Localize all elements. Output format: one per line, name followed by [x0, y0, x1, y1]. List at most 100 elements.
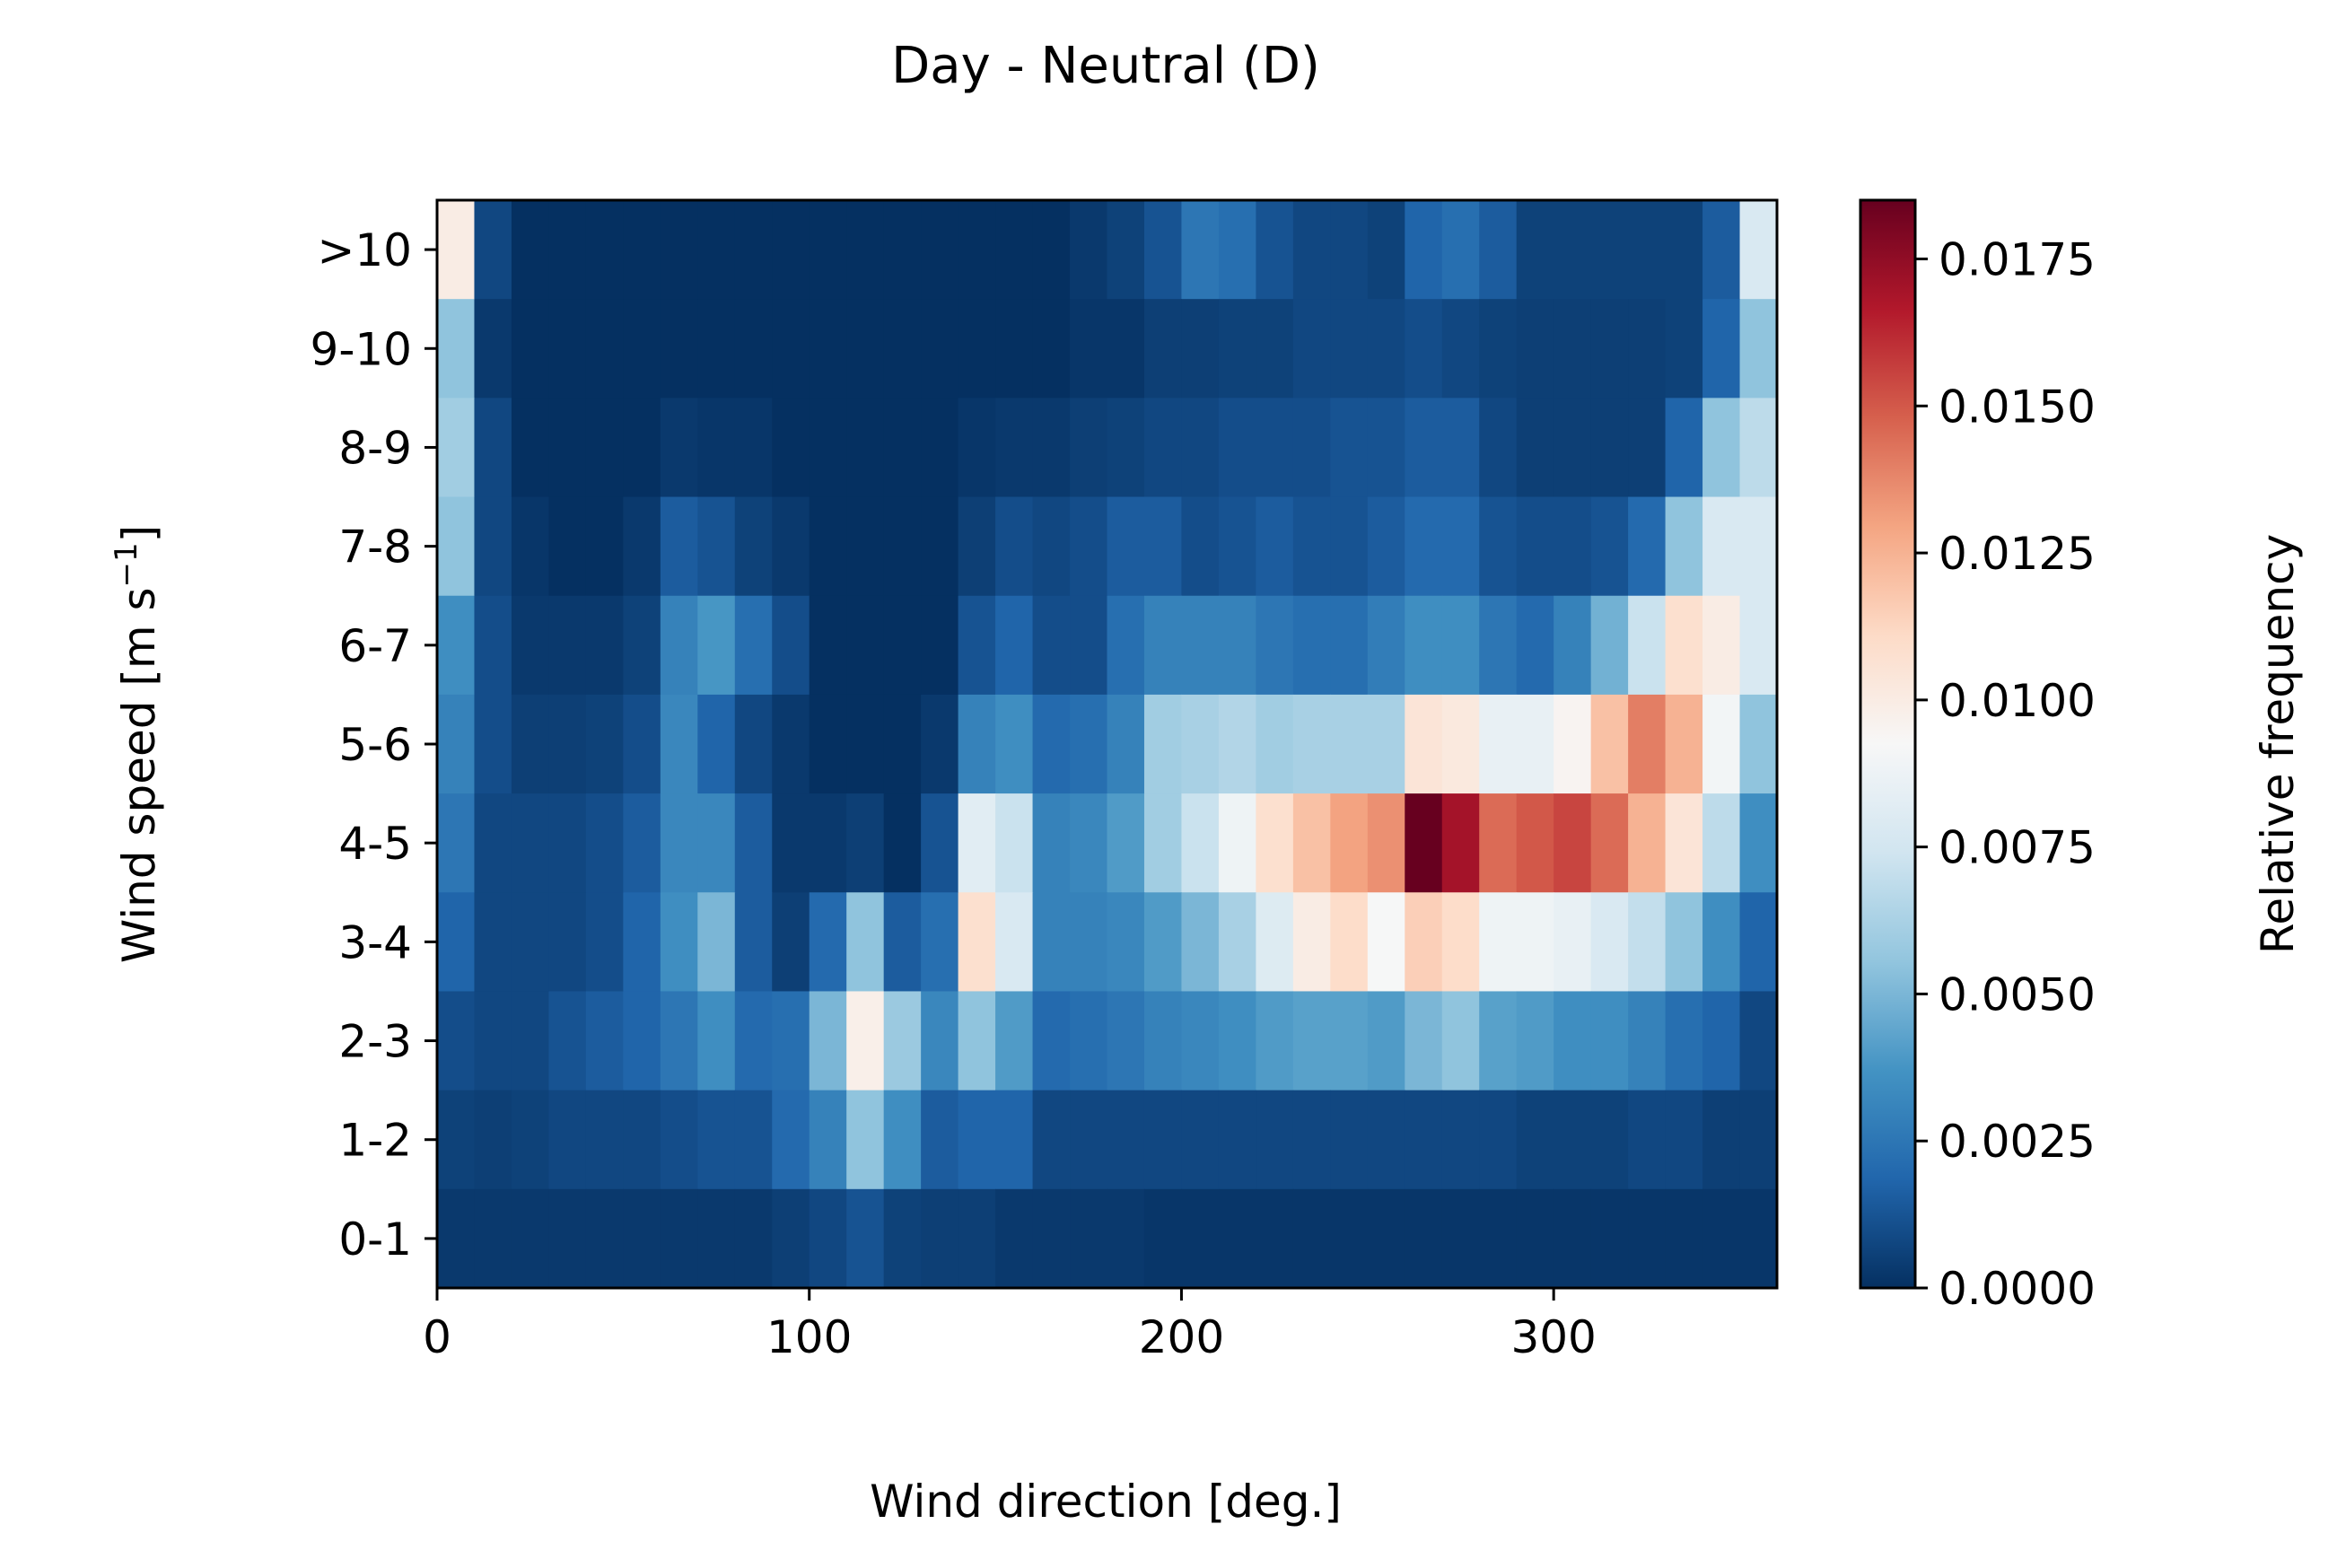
heatmap-cell [734, 299, 773, 399]
heatmap-cell [1181, 991, 1220, 1091]
heatmap-cell [772, 200, 810, 300]
heatmap-cell [585, 892, 624, 993]
heatmap-cell [1590, 1188, 1629, 1289]
heatmap-cell [958, 991, 996, 1091]
heatmap-cell [1405, 1090, 1443, 1190]
y-tick-label: 4-5 [338, 818, 412, 870]
heatmap-cell [995, 595, 1034, 696]
y-tick-label: 2-3 [338, 1016, 412, 1068]
heatmap-cell [1032, 1188, 1071, 1289]
heatmap-cell [1256, 398, 1294, 498]
y-axis-label: Wind speed [m s−1] [109, 525, 165, 963]
heatmap-cell [1405, 496, 1443, 597]
y-tick-label: 1-2 [338, 1115, 412, 1167]
heatmap-cell [1405, 991, 1443, 1091]
heatmap-cell [1143, 892, 1183, 993]
heatmap-cell [1739, 793, 1778, 893]
heatmap-cell [474, 892, 512, 993]
heatmap-cell [437, 793, 476, 893]
x-tick-label: 100 [766, 1311, 852, 1363]
heatmap-cell [1554, 200, 1592, 300]
heatmap-cell [1479, 299, 1518, 399]
heatmap-cell [697, 991, 736, 1091]
heatmap-cell [1628, 694, 1667, 794]
heatmap-cell [1479, 398, 1518, 498]
heatmap-cell [660, 595, 698, 696]
heatmap-cell [1590, 398, 1629, 498]
heatmap-cell [474, 991, 512, 1091]
heatmap-cell [1702, 793, 1741, 893]
heatmap-cell [1143, 793, 1183, 893]
heatmap-cell [734, 496, 773, 597]
x-tick-label: 200 [1139, 1311, 1224, 1363]
heatmap-cell [1554, 991, 1592, 1091]
heatmap-cell [1479, 200, 1518, 300]
heatmap-cell [995, 200, 1034, 300]
heatmap-cell [958, 595, 996, 696]
heatmap-cell [1516, 892, 1554, 993]
heatmap-cell [474, 1188, 512, 1289]
heatmap-cell [734, 1188, 773, 1289]
heatmap-cell [1628, 496, 1667, 597]
heatmap-cell [846, 398, 885, 498]
heatmap-cell [1107, 595, 1145, 696]
heatmap-cell [1479, 892, 1518, 993]
heatmap-cell [474, 595, 512, 696]
heatmap-cell [883, 1090, 922, 1190]
heatmap-cell [1516, 694, 1554, 794]
heatmap-cell [1739, 595, 1778, 696]
heatmap-cell [548, 299, 587, 399]
heatmap-cell [1292, 1090, 1331, 1190]
y-tick-label: 9-10 [311, 323, 412, 375]
heatmap-cell [809, 496, 847, 597]
heatmap-cell [1367, 595, 1405, 696]
heatmap-cell [958, 1090, 996, 1190]
heatmap-cell [1590, 793, 1629, 893]
heatmap-cell [734, 694, 773, 794]
heatmap-cell [1070, 892, 1108, 993]
heatmap-cell [1479, 1188, 1518, 1289]
heatmap-cell [548, 595, 587, 696]
heatmap-cell [1516, 398, 1554, 498]
heatmap-cell [921, 200, 959, 300]
heatmap-cell [1479, 694, 1518, 794]
heatmap-cell [1739, 1188, 1778, 1289]
heatmap-cell [1330, 694, 1369, 794]
heatmap-cell [883, 200, 922, 300]
heatmap-cell [958, 200, 996, 300]
heatmap-cell [1405, 892, 1443, 993]
heatmap-cell [1218, 793, 1256, 893]
heatmap-cell [772, 496, 810, 597]
heatmap-cell [511, 496, 550, 597]
heatmap-cell [958, 793, 996, 893]
heatmap-cell [660, 1090, 698, 1190]
heatmap-cell [1330, 793, 1369, 893]
y-tick-label: 0-1 [338, 1213, 412, 1266]
heatmap-cell [1070, 1188, 1108, 1289]
heatmap-cell [548, 793, 587, 893]
heatmap-cell [697, 496, 736, 597]
heatmap-cell [623, 398, 661, 498]
heatmap-cell [1590, 991, 1629, 1091]
heatmap-cell [437, 595, 476, 696]
heatmap-cell [1628, 1188, 1667, 1289]
heatmap-cell [921, 793, 959, 893]
y-axis-label-end: ] [113, 525, 165, 543]
heatmap-cell [958, 694, 996, 794]
heatmap-cell [1702, 398, 1741, 498]
heatmap-cell [921, 892, 959, 993]
heatmap-cell [883, 496, 922, 597]
heatmap-cell [1405, 299, 1443, 399]
heatmap-cell [846, 299, 885, 399]
heatmap-cell [883, 595, 922, 696]
heatmap-cell [1441, 892, 1480, 993]
heatmap-cell [1702, 595, 1741, 696]
heatmap-cell [697, 694, 736, 794]
heatmap-cell [1628, 991, 1667, 1091]
heatmap-cell [846, 793, 885, 893]
heatmap-cell [1590, 595, 1629, 696]
heatmap-cell [1330, 892, 1369, 993]
heatmap-cell [1032, 299, 1071, 399]
heatmap-cell [1367, 299, 1405, 399]
heatmap-cell [1070, 991, 1108, 1091]
